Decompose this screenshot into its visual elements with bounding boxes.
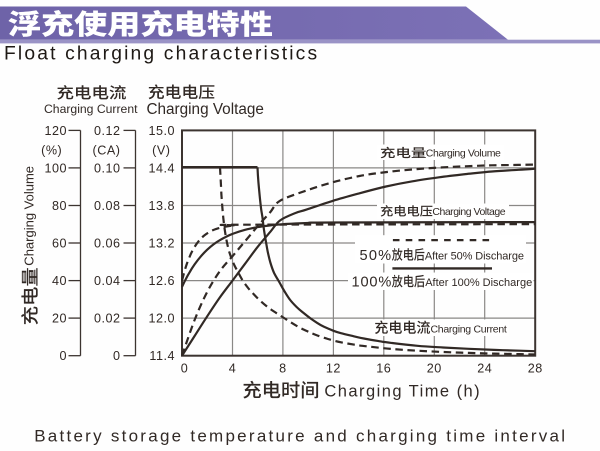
svg-text:12.0: 12.0 [148, 312, 175, 326]
svg-text:(%): (%) [41, 143, 62, 157]
svg-text:After 50% Discharge: After 50% Discharge [425, 250, 524, 262]
svg-text:60: 60 [52, 236, 67, 250]
svg-text:8: 8 [279, 362, 287, 376]
svg-text:16: 16 [376, 362, 391, 376]
svg-text:20: 20 [52, 312, 67, 326]
svg-text:Charging Voltage: Charging Voltage [432, 206, 505, 218]
svg-text:12: 12 [326, 362, 341, 376]
svg-text:0: 0 [181, 362, 189, 376]
svg-text:13.2: 13.2 [148, 236, 175, 250]
svg-text:15.0: 15.0 [148, 124, 175, 138]
svg-text:Charging Volume: Charging Volume [426, 148, 501, 160]
svg-text:20: 20 [427, 362, 442, 376]
svg-text:50%: 50% [360, 248, 393, 264]
svg-text:Charging Current: Charging Current [44, 102, 138, 116]
svg-text:24: 24 [477, 362, 492, 376]
svg-text:0: 0 [113, 349, 121, 363]
svg-text:Charging Time (h): Charging Time (h) [324, 383, 481, 401]
svg-text:Charging Volume: Charging Volume [22, 166, 37, 266]
svg-text:Charging Voltage: Charging Voltage [147, 101, 264, 118]
svg-text:28: 28 [528, 362, 543, 376]
svg-text:40: 40 [52, 274, 67, 288]
svg-text:80: 80 [52, 199, 67, 213]
svg-text:Battery storage temperature an: Battery storage temperature and charging… [34, 427, 567, 446]
svg-text:0.10: 0.10 [94, 161, 121, 175]
svg-text:After 100% Discharge: After 100% Discharge [425, 277, 532, 289]
svg-text:0.08: 0.08 [94, 199, 121, 213]
svg-text:0.06: 0.06 [94, 236, 121, 250]
svg-text:12.6: 12.6 [148, 274, 175, 288]
svg-text:Charging Current: Charging Current [431, 323, 507, 335]
svg-text:0.04: 0.04 [94, 274, 121, 288]
svg-text:4: 4 [229, 362, 237, 376]
svg-text:0.12: 0.12 [94, 124, 121, 138]
svg-text:13.8: 13.8 [148, 199, 175, 213]
svg-text:100: 100 [44, 161, 67, 175]
svg-text:0.02: 0.02 [94, 312, 121, 326]
svg-text:14.4: 14.4 [148, 161, 175, 175]
svg-text:100%: 100% [352, 274, 393, 290]
svg-text:(V): (V) [152, 143, 170, 157]
svg-text:(CA): (CA) [93, 143, 121, 157]
svg-text:0: 0 [59, 349, 67, 363]
svg-text:11.4: 11.4 [149, 349, 175, 363]
svg-text:120: 120 [44, 124, 67, 138]
svg-text:Float charging characteristics: Float charging characteristics [4, 44, 319, 65]
